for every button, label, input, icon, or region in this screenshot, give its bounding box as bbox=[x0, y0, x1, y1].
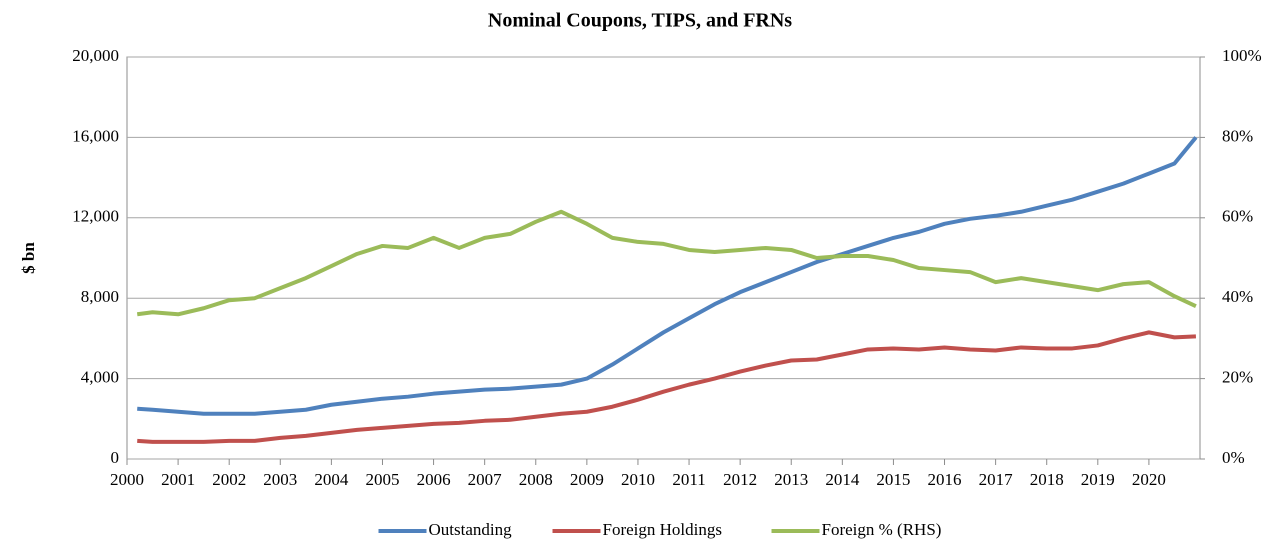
x-tick-label: 2019 bbox=[1081, 470, 1115, 489]
series-line bbox=[136, 209, 1197, 317]
y-tick-label: 16,000 bbox=[72, 126, 119, 145]
y-tick-label: 8,000 bbox=[81, 287, 119, 306]
y2-tick-label: 20% bbox=[1222, 368, 1253, 387]
x-tick-label: 2011 bbox=[672, 470, 705, 489]
y2-tick-label: 100% bbox=[1222, 46, 1262, 65]
y-tick-label: 12,000 bbox=[72, 207, 119, 226]
y2-tick-label: 0% bbox=[1222, 448, 1245, 467]
x-tick-label: 2007 bbox=[468, 470, 503, 489]
y-tick-label: 4,000 bbox=[81, 368, 119, 387]
x-tick-label: 2017 bbox=[979, 470, 1014, 489]
x-tick-label: 2012 bbox=[723, 470, 757, 489]
y-tick-label: 20,000 bbox=[72, 46, 119, 65]
x-tick-label: 2009 bbox=[570, 470, 604, 489]
x-tick-label: 2018 bbox=[1030, 470, 1064, 489]
y2-tick-label: 40% bbox=[1222, 287, 1253, 306]
y2-tick-label: 80% bbox=[1222, 126, 1253, 145]
chart-title: Nominal Coupons, TIPS, and FRNs bbox=[488, 10, 792, 32]
x-tick-label: 2010 bbox=[621, 470, 655, 489]
plot-frame bbox=[126, 56, 1201, 460]
x-tick-label: 2006 bbox=[417, 470, 451, 489]
legend-label: Outstanding bbox=[429, 520, 513, 539]
x-tick-label: 2016 bbox=[928, 470, 962, 489]
x-tick-label: 2003 bbox=[263, 470, 297, 489]
x-tick-label: 2015 bbox=[876, 470, 910, 489]
legend-label: Foreign % (RHS) bbox=[822, 520, 942, 539]
x-tick-label: 2001 bbox=[161, 470, 195, 489]
x-tick-label: 2005 bbox=[365, 470, 399, 489]
x-tick-label: 2002 bbox=[212, 470, 246, 489]
series-line bbox=[137, 136, 1198, 416]
y2-tick-label: 60% bbox=[1222, 207, 1253, 226]
x-tick-label: 2000 bbox=[110, 470, 144, 489]
x-tick-label: 2014 bbox=[825, 470, 860, 489]
y-axis-label: $ bn bbox=[19, 242, 38, 274]
x-tick-label: 2004 bbox=[314, 470, 349, 489]
y-tick-label: 0 bbox=[111, 448, 120, 467]
x-tick-label: 2020 bbox=[1132, 470, 1166, 489]
series-line bbox=[137, 330, 1197, 444]
x-tick-label: 2008 bbox=[519, 470, 553, 489]
x-tick-label: 2013 bbox=[774, 470, 808, 489]
legend-label: Foreign Holdings bbox=[603, 520, 722, 539]
